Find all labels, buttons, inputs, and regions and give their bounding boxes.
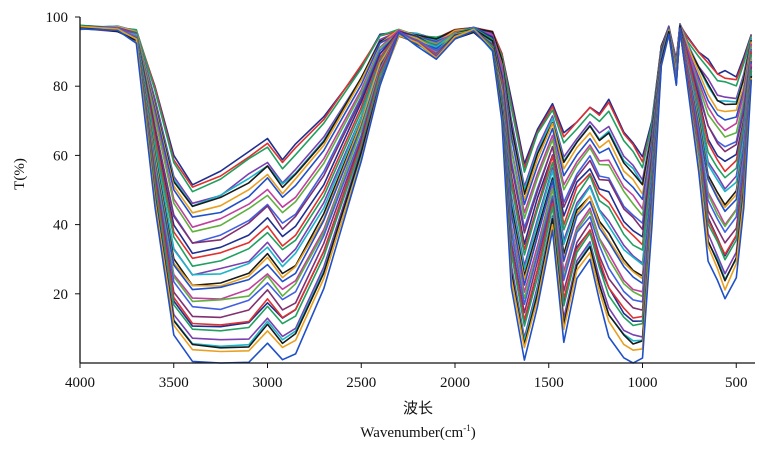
x-tick-label: 4000 (65, 375, 95, 391)
x-axis-label: Wavenumber(cm-1) (360, 423, 475, 441)
spectrum-lines (79, 23, 753, 364)
y-tick-label: 40 (53, 218, 68, 234)
y-tick-label: 60 (53, 148, 68, 164)
x-axis-ticks: 4000 3500 3000 2500 2000 1500 1000 500 (65, 363, 748, 391)
y-axis-label: T(%) (12, 158, 28, 190)
x-tick-label: 1000 (628, 375, 658, 391)
y-tick-label: 20 (53, 287, 68, 303)
y-axis-ticks: 20 40 60 80 100 (46, 10, 80, 303)
x-tick-label: 3000 (253, 375, 283, 391)
x-tick-label: 500 (725, 375, 748, 391)
x-axis-label-cn: 波长 (403, 400, 433, 417)
y-tick-label: 100 (46, 10, 69, 26)
x-tick-label: 1500 (534, 375, 564, 391)
x-tick-label: 2500 (346, 375, 376, 391)
spectrum-series-line (79, 28, 753, 364)
x-tick-label: 3500 (159, 375, 189, 391)
x-tick-label: 2000 (440, 375, 470, 391)
y-tick-label: 80 (53, 79, 68, 95)
